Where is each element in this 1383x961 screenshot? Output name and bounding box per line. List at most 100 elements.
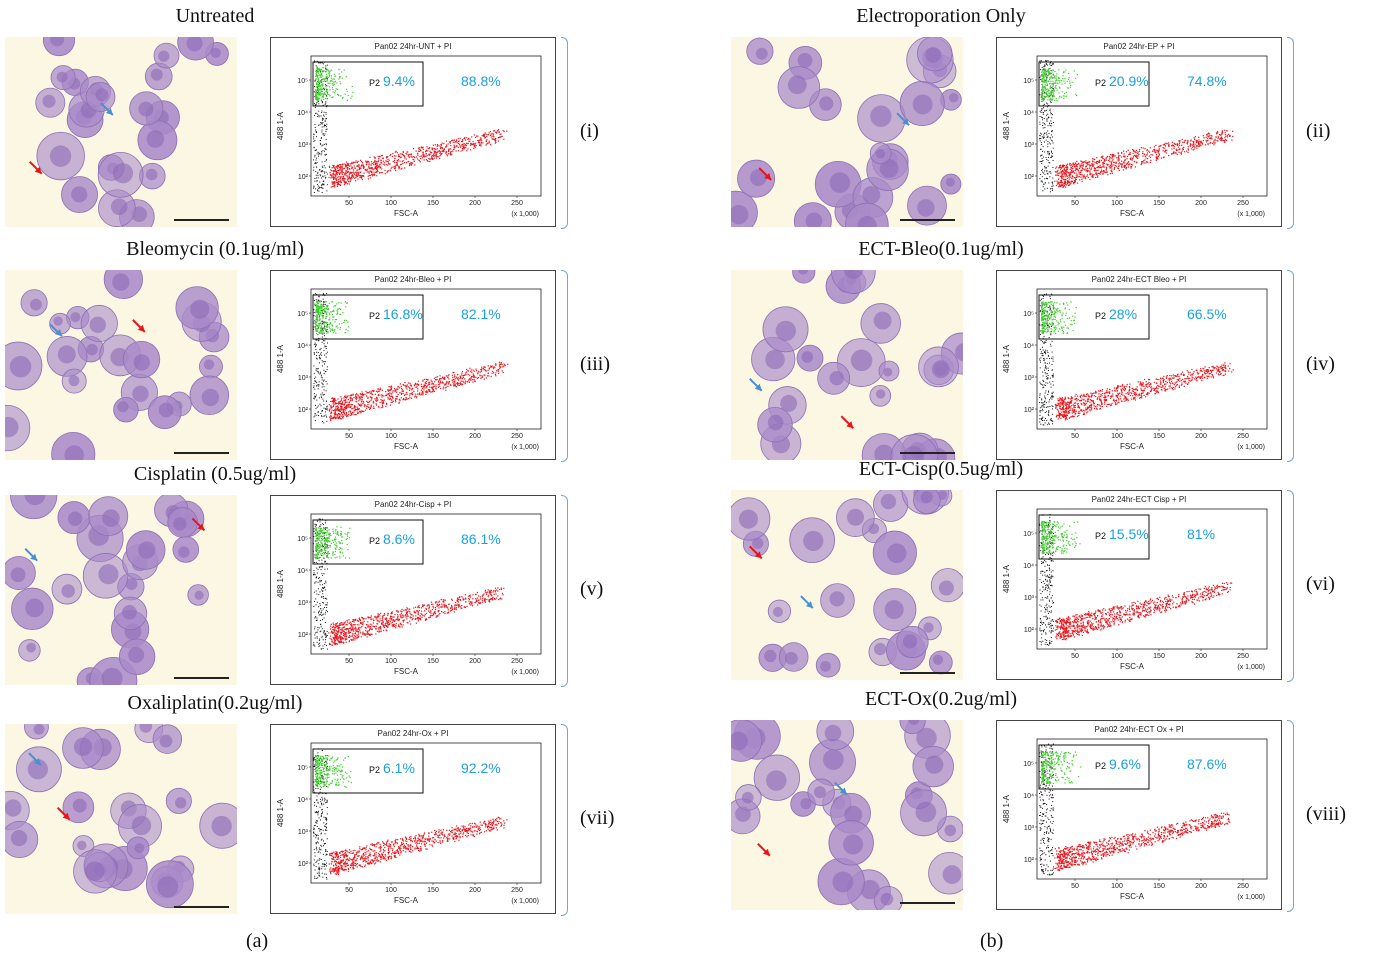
scatter-points — [1039, 293, 1234, 426]
cell-nucleus — [27, 759, 49, 780]
cell-nucleus — [5, 416, 19, 438]
cell-nucleus — [873, 642, 887, 656]
y-tick-label: 10³ — [298, 142, 309, 149]
plot-title: Pan02 24hr-Ox + PI — [378, 729, 449, 738]
cell-nucleus — [61, 584, 75, 598]
flow-cytometry-plot: Pan02 24hr-Cisp + PI 10² 10³ 10⁴ 10⁵ 50 100 150… — [270, 495, 556, 685]
blue-arrow-icon — [896, 112, 910, 126]
x-axis-label: FSC-A — [1120, 662, 1145, 671]
y-tick-label: 10³ — [298, 375, 309, 382]
cell-nucleus — [190, 299, 210, 319]
red-arrow-icon — [132, 319, 146, 333]
y-tick-label: 10³ — [1024, 375, 1035, 382]
x-tick-label: 50 — [345, 658, 353, 665]
x-axis-label: FSC-A — [394, 442, 419, 451]
cell-nucleus — [138, 541, 156, 559]
percent-live: 87.6% — [1187, 756, 1227, 772]
cell-nucleus — [764, 649, 777, 663]
cell — [792, 270, 816, 284]
cell-nucleus — [938, 580, 954, 596]
y-axis-label: 488 1-A — [1002, 794, 1011, 823]
x-tick-label: 50 — [345, 887, 353, 894]
y-tick-label: 10³ — [1024, 595, 1035, 602]
x-tick-label: 150 — [1153, 200, 1165, 207]
cell-nucleus — [857, 215, 877, 227]
percent-live: 86.1% — [461, 531, 501, 547]
cell-nucleus — [30, 298, 42, 311]
flow-cytometry-plot: Pan02 24hr-Bleo + PI 10² 10³ 10⁴ 10⁵ 50 100 150… — [270, 270, 556, 460]
x-axis-label: FSC-A — [394, 667, 419, 676]
y-tick-label: 10⁴ — [1023, 110, 1034, 117]
x-axis-scale: (x 1,000) — [511, 898, 539, 905]
cell-nucleus — [131, 815, 152, 836]
blue-arrow-icon — [24, 547, 38, 562]
cell-nucleus — [925, 755, 944, 774]
cell-nucleus — [194, 590, 204, 600]
plot-title: Pan02 24hr-UNT + PI — [374, 42, 451, 51]
cell-nucleus — [89, 316, 106, 334]
x-tick-label: 250 — [1237, 433, 1249, 440]
cell-nucleus — [56, 71, 68, 83]
x-axis-scale: (x 1,000) — [1237, 894, 1265, 901]
x-axis-label: FSC-A — [1120, 209, 1145, 218]
cell-nucleus — [175, 797, 187, 809]
blue-arrow-icon — [100, 102, 114, 116]
plot-frame — [1036, 508, 1268, 650]
x-axis-scale: (x 1,000) — [511, 444, 539, 451]
cell-nucleus — [766, 770, 787, 791]
flow-cytometry-plot: Pan02 24hr-ECT Ox + PI 10² 10³ 10⁴ 10⁵ 50 100 1… — [996, 720, 1282, 910]
y-axis-label: 488 1-A — [276, 569, 285, 598]
percent-live: 88.8% — [461, 73, 501, 89]
cell-nucleus — [68, 375, 80, 387]
x-axis-label: FSC-A — [1120, 442, 1145, 451]
gate-label: P2 — [1095, 311, 1106, 321]
cell-nucleus — [860, 879, 880, 900]
gate-label: P2 — [369, 765, 380, 775]
x-tick-label: 200 — [1195, 653, 1207, 660]
cell-nucleus — [824, 724, 842, 742]
cell-nucleus — [122, 604, 137, 620]
cell-nucleus — [819, 96, 834, 111]
x-tick-label: 250 — [1237, 200, 1249, 207]
panel-numeral: (ii) — [1306, 120, 1331, 142]
bracket — [1287, 490, 1294, 682]
cell-nucleus — [805, 212, 823, 227]
y-axis-label: 488 1-A — [276, 798, 285, 827]
cell-nucleus — [5, 799, 22, 817]
y-tick-label: 10² — [1024, 407, 1035, 414]
cell-nucleus — [884, 600, 904, 620]
cell-nucleus — [201, 388, 220, 407]
x-tick-label: 100 — [385, 658, 397, 665]
y-tick-label: 10⁴ — [297, 110, 308, 117]
scatter-points — [313, 518, 505, 650]
percent-live: 66.5% — [1187, 306, 1227, 322]
y-tick-label: 10⁵ — [1023, 761, 1034, 768]
cell-nucleus — [800, 798, 812, 810]
panel-title: Bleomycin (0.1ug/ml) — [126, 238, 304, 260]
cell-nucleus — [787, 75, 807, 95]
cell-nucleus — [112, 273, 130, 291]
cell-nucleus — [102, 509, 120, 527]
cell-nucleus — [10, 829, 28, 847]
cell-nucleus — [875, 149, 886, 159]
cell-nucleus — [780, 394, 798, 412]
cell-nucleus — [883, 367, 893, 377]
cell-nucleus — [49, 145, 72, 167]
y-axis-label: 488 1-A — [276, 344, 285, 373]
percent-dead: 6.1% — [383, 760, 415, 776]
cell-nucleus — [33, 724, 45, 735]
y-axis-label: 488 1-A — [276, 111, 285, 140]
sublabel-b: (b) — [980, 930, 1004, 952]
cell — [10, 495, 58, 520]
cell-nucleus — [138, 101, 154, 117]
plot-frame — [1036, 55, 1268, 197]
panel-title: ECT-Cisp(0.5ug/ml) — [858, 458, 1024, 480]
panel-numeral: (iii) — [580, 353, 610, 375]
percent-live: 74.8% — [1187, 73, 1227, 89]
cell-nucleus — [932, 654, 944, 665]
percent-live: 81% — [1187, 526, 1215, 542]
cell-nucleus — [880, 892, 894, 906]
x-tick-label: 50 — [1071, 200, 1079, 207]
cell-nucleus — [73, 737, 93, 756]
panel-ect-cisp: ECT-Cisp(0.5ug/ml) Pan02 24hr-ECT Cisp + … — [731, 458, 1371, 683]
